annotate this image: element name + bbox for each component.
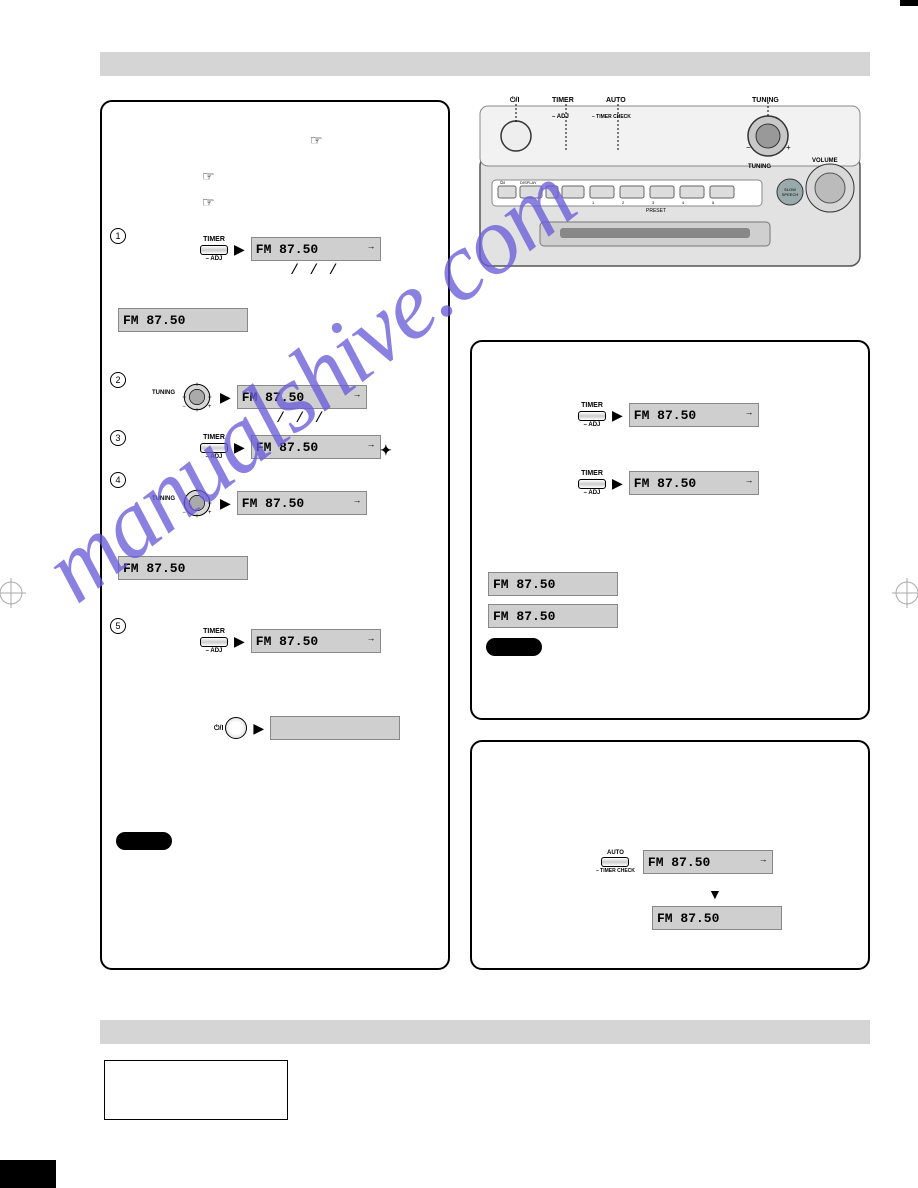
svg-text:VOLUME: VOLUME [812,158,838,164]
lcd-display: FM 87.50→ [643,850,773,874]
svg-text:PRESET: PRESET [646,208,666,214]
svg-text:– TIMER CHECK: – TIMER CHECK [592,114,631,120]
pointer-icon: ☞ [310,132,323,149]
lcd-display: FM 87.50 [652,906,782,930]
lcd-display: FM 87.50 [118,308,248,332]
arrow-icon: ▶ [253,720,264,737]
lcd-display: FM 87.50→ ✦ [251,435,381,459]
arrow-icon: ▶ [234,241,245,258]
auto-timercheck-button: AUTO – TIMER CHECK [596,850,635,874]
device-illustration: SLOW SPEECH ⏻/I TIMER – ADJ AUTO – TIMER… [470,96,870,276]
tuning-dial: TUNING −+ [180,486,214,520]
svg-text:DISPLAY: DISPLAY [520,180,537,185]
ref-line-b: ☞ [110,168,440,185]
svg-text:+: + [208,404,212,410]
svg-text:−: − [183,404,187,410]
arrow-icon: ▶ [612,407,623,424]
timer-adj-button: TIMER– ADJ [200,434,228,460]
svg-text:⏻/I: ⏻/I [510,96,519,104]
section-header-banner [100,52,870,76]
svg-text:SPEECH: SPEECH [782,192,799,197]
footer-note-box [104,1060,288,1120]
svg-text:TUNING: TUNING [748,164,771,170]
svg-text:+: + [208,510,212,516]
lcd-display: FM 87.50 [488,604,618,628]
lcd-display: FM 87.50→ [629,403,759,427]
lcd-display: FM 87.50→ ⁄ ⁄ ⁄ [237,385,367,409]
page-number-tab [0,1160,56,1188]
ref-line-c: ☞ [110,194,440,211]
auto-panel: AUTO – TIMER CHECK FM 87.50→ ▼ FM 87.50 [470,740,870,970]
confirm-panel: TIMER– ADJ ▶ FM 87.50→ TIMER– ADJ ▶ FM 8… [470,340,870,720]
svg-text:−: − [183,510,187,516]
svg-text:TIMER: TIMER [552,97,574,104]
timer-adj-button: TIMER– ADJ [200,628,228,654]
svg-text:AUTO: AUTO [606,97,626,104]
pointer-icon: ☞ [202,168,215,185]
lcd-display: FM 87.50→ [251,629,381,653]
down-arrow-icon: ▼ [708,886,722,902]
note-label [486,638,542,656]
lcd-display: FM 87.50→ [237,491,367,515]
svg-text:TUNING: TUNING [752,97,779,104]
power-button [225,717,247,739]
crop-mark-right [892,578,918,608]
lcd-display: FM 87.50 [488,572,618,596]
ref-line-a: ☞ [110,132,440,149]
arrow-icon: ▶ [612,475,623,492]
timer-adj-button: TIMER– ADJ [578,402,606,428]
lcd-display: FM 87.50 [118,556,248,580]
crop-mark-left [0,578,26,608]
timer-adj-button: TIMER– ADJ [578,470,606,496]
note-label [116,832,172,850]
main-procedure-panel: ☞ ☞ ☞ 1 TIMER – ADJ ▶ FM 87.50 → ⁄ ⁄ ⁄ F… [100,100,450,970]
timer-adj-button: TIMER – ADJ [200,236,228,262]
svg-text:– ADJ: – ADJ [552,114,569,120]
section-footer-banner [100,1020,870,1044]
corner-mark [900,0,918,6]
lcd-display: FM 87.50 → ⁄ ⁄ ⁄ [251,237,381,261]
lcd-display: FM 87.50→ [629,471,759,495]
lcd-display-blank [270,716,400,740]
pointer-icon: ☞ [202,194,215,211]
arrow-icon: ▶ [234,439,245,456]
arrow-icon: ▶ [220,495,231,512]
arrow-icon: ▶ [234,633,245,650]
svg-text:+: + [786,143,791,152]
svg-text:⏻/I: ⏻/I [500,180,505,185]
tuning-dial: TUNING −+ [180,380,214,414]
power-label: ⏻/I [214,717,247,739]
svg-text:−: − [746,143,751,152]
arrow-icon: ▶ [220,389,231,406]
